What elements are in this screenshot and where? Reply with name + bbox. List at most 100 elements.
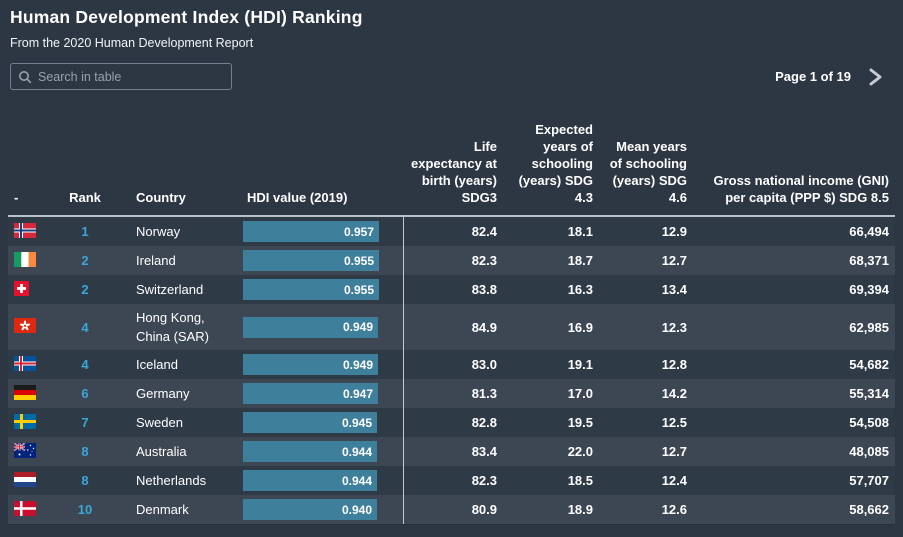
rank-value: 7 — [60, 408, 110, 437]
hdi-value: 0.947 — [342, 386, 373, 401]
expected-schooling-value: 18.1 — [505, 215, 601, 246]
table-row: 4 Hong Kong, China (SAR) 0.949 84.9 16.9… — [8, 304, 895, 350]
column-header-hdi-value[interactable]: HDI value (2019) — [247, 190, 348, 205]
column-header-mean-schooling[interactable]: Mean years of schooling (years) SDG 4.6 — [609, 139, 687, 205]
expected-schooling-value: 18.5 — [505, 466, 601, 495]
flag-norway-icon — [14, 222, 36, 238]
table-row: 4 Iceland 0.949 83.0 19.1 12.8 54,682 — [8, 350, 895, 379]
life-expectancy-value: 82.8 — [402, 408, 505, 437]
life-expectancy-value: 83.8 — [402, 275, 505, 304]
chevron-right-icon — [869, 68, 882, 85]
column-header-flag[interactable]: - — [14, 190, 19, 205]
flag-switzerland-icon — [14, 280, 29, 296]
column-header-country[interactable]: Country — [136, 190, 186, 205]
hdi-value-bar: 0.947 — [243, 383, 378, 404]
gni-value: 62,985 — [695, 304, 895, 350]
mean-schooling-value: 12.4 — [601, 466, 695, 495]
gni-value: 58,662 — [695, 495, 895, 525]
mean-schooling-value: 13.4 — [601, 275, 695, 304]
flag-ireland-icon — [14, 251, 36, 267]
country-name: Ireland — [110, 246, 240, 275]
hdi-value: 0.955 — [343, 253, 374, 268]
table-row: 1 Norway 0.957 82.4 18.1 12.9 66,494 — [8, 215, 895, 246]
rank-value: 2 — [60, 246, 110, 275]
search-box[interactable] — [10, 63, 232, 90]
hdi-value-bar: 0.949 — [243, 354, 378, 375]
gni-value: 66,494 — [695, 215, 895, 246]
table-row: 2 Switzerland 0.955 83.8 16.3 13.4 69,39… — [8, 275, 895, 304]
column-header-life-expectancy[interactable]: Life expectancy at birth (years) SDG3 — [411, 139, 497, 205]
gni-value: 54,682 — [695, 350, 895, 379]
hdi-value: 0.944 — [341, 444, 372, 459]
pagination-label: Page 1 of 19 — [775, 69, 851, 84]
mean-schooling-value: 12.6 — [601, 495, 695, 525]
hdi-value-bar: 0.944 — [243, 441, 377, 462]
mean-schooling-value: 12.3 — [601, 304, 695, 350]
rank-value: 8 — [60, 466, 110, 495]
hdi-value-bar: 0.944 — [243, 470, 377, 491]
expected-schooling-value: 17.0 — [505, 379, 601, 408]
expected-schooling-value: 16.9 — [505, 304, 601, 350]
hdi-value-bar: 0.945 — [243, 412, 377, 433]
country-name: Iceland — [110, 350, 240, 379]
hdi-value: 0.957 — [343, 224, 374, 239]
rank-value: 2 — [60, 275, 110, 304]
rank-value: 10 — [60, 495, 110, 525]
expected-schooling-value: 18.7 — [505, 246, 601, 275]
country-name: Norway — [110, 215, 240, 246]
flag-sweden-icon — [14, 413, 36, 429]
flag-hong_kong-icon — [14, 318, 36, 333]
life-expectancy-value: 82.4 — [402, 215, 505, 246]
expected-schooling-value: 19.1 — [505, 350, 601, 379]
table-toolbar: Page 1 of 19 — [10, 63, 893, 90]
flag-germany-icon — [14, 384, 36, 400]
country-name: Netherlands — [110, 466, 240, 495]
gni-value: 48,085 — [695, 437, 895, 466]
country-name: Germany — [110, 379, 240, 408]
country-name: Sweden — [110, 408, 240, 437]
gni-value: 57,707 — [695, 466, 895, 495]
table-row: 8 Australia 0.944 83.4 22.0 12.7 48,085 — [8, 437, 895, 466]
rank-value: 8 — [60, 437, 110, 466]
country-name: Hong Kong, China (SAR) — [110, 304, 240, 350]
page-subtitle: From the 2020 Human Development Report — [10, 36, 254, 50]
hdi-value: 0.955 — [343, 282, 374, 297]
life-expectancy-value: 81.3 — [402, 379, 505, 408]
table-row: 6 Germany 0.947 81.3 17.0 14.2 55,314 — [8, 379, 895, 408]
hdi-value: 0.949 — [342, 357, 373, 372]
life-expectancy-value: 80.9 — [402, 495, 505, 525]
table-body: 1 Norway 0.957 82.4 18.1 12.9 66,494 2 I… — [8, 215, 895, 525]
hdi-ranking-table: - Rank Country HDI value (2019) Life exp… — [8, 95, 895, 525]
hdi-value-bar: 0.957 — [243, 221, 379, 242]
hdi-value-bar: 0.955 — [243, 250, 379, 271]
expected-schooling-value: 18.9 — [505, 495, 601, 525]
pagination: Page 1 of 19 — [775, 68, 883, 86]
search-input[interactable] — [32, 69, 231, 84]
search-icon — [19, 70, 32, 83]
hdi-value: 0.944 — [341, 473, 372, 488]
table-row: 2 Ireland 0.955 82.3 18.7 12.7 68,371 — [8, 246, 895, 275]
hdi-value: 0.949 — [342, 320, 373, 334]
flag-iceland-icon — [14, 355, 36, 371]
column-header-gni[interactable]: Gross national income (GNI) per capita (… — [713, 173, 889, 205]
expected-schooling-value: 16.3 — [505, 275, 601, 304]
country-name: Australia — [110, 437, 240, 466]
hdi-value: 0.940 — [341, 502, 372, 517]
gni-value: 69,394 — [695, 275, 895, 304]
column-header-expected-schooling[interactable]: Expected years of schooling (years) SDG … — [518, 122, 593, 205]
life-expectancy-value: 82.3 — [402, 246, 505, 275]
life-expectancy-value: 82.3 — [402, 466, 505, 495]
life-expectancy-value: 83.4 — [402, 437, 505, 466]
mean-schooling-value: 12.5 — [601, 408, 695, 437]
mean-schooling-value: 12.9 — [601, 215, 695, 246]
next-page-button[interactable] — [867, 68, 883, 86]
rank-value: 6 — [60, 379, 110, 408]
rank-value: 1 — [60, 215, 110, 246]
gni-value: 68,371 — [695, 246, 895, 275]
country-name: Switzerland — [110, 275, 240, 304]
table-header: - Rank Country HDI value (2019) Life exp… — [8, 95, 895, 216]
column-header-rank[interactable]: Rank — [69, 190, 101, 205]
hdi-value: 0.945 — [341, 415, 372, 430]
expected-schooling-value: 19.5 — [505, 408, 601, 437]
hdi-value-bar: 0.949 — [243, 316, 378, 338]
